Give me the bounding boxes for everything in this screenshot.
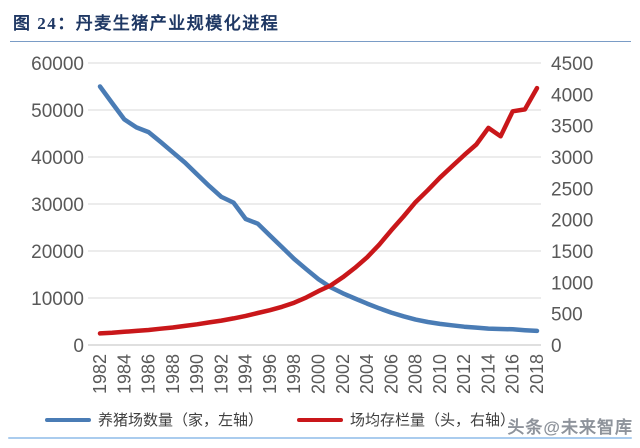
farms-line (97, 84, 540, 334)
svg-text:30000: 30000 (31, 195, 84, 216)
figure-title: 图 24：丹麦生猪产业规模化进程 (13, 14, 280, 33)
svg-text:10000: 10000 (31, 289, 84, 310)
svg-text:1000: 1000 (551, 273, 593, 294)
herd-legend-label: 场均存栏量（头，右轴） (350, 412, 516, 429)
svg-text:1996: 1996 (260, 354, 280, 394)
svg-text:2016: 2016 (503, 354, 523, 394)
watermark: 头条@未来智库 (507, 418, 633, 437)
svg-text:40000: 40000 (31, 148, 84, 169)
svg-text:0: 0 (73, 336, 84, 357)
gridlines (88, 62, 541, 346)
svg-text:2000: 2000 (551, 211, 593, 232)
svg-text:3000: 3000 (551, 148, 593, 169)
svg-text:1994: 1994 (236, 354, 256, 394)
svg-text:4000: 4000 (551, 85, 593, 106)
svg-text:50000: 50000 (31, 101, 84, 122)
chart-legend: 养猪场数量（家，左轴） 场均存栏量（头，右轴） (45, 409, 515, 430)
x-axis-labels: 1982 1984 1986 1988 1990 1992 1994 1996 1998 2000… (90, 354, 547, 394)
svg-text:2008: 2008 (406, 354, 426, 394)
svg-text:2500: 2500 (551, 179, 593, 200)
svg-text:1984: 1984 (114, 354, 134, 394)
svg-text:3500: 3500 (551, 117, 593, 138)
legend-item-herd: 场均存栏量（头，右轴） (297, 409, 515, 430)
right-axis-labels: 0 500 1000 1500 2000 2500 3000 3500 4000 4500 (551, 54, 593, 357)
svg-text:1998: 1998 (284, 354, 304, 394)
svg-text:2004: 2004 (357, 354, 377, 394)
svg-text:1982: 1982 (90, 354, 110, 394)
svg-text:1988: 1988 (163, 354, 183, 394)
herd-line-swatch (297, 417, 344, 422)
svg-text:0: 0 (551, 336, 562, 357)
svg-text:500: 500 (551, 305, 583, 326)
svg-text:2000: 2000 (309, 354, 329, 394)
bottom-divider (8, 437, 632, 439)
svg-text:2002: 2002 (333, 354, 353, 394)
svg-text:20000: 20000 (31, 242, 84, 263)
left-axis-labels: 0 10000 20000 30000 40000 50000 60000 (31, 54, 84, 357)
svg-text:1990: 1990 (187, 354, 207, 394)
svg-text:2006: 2006 (381, 354, 401, 394)
svg-text:2010: 2010 (430, 354, 450, 394)
herd-line (97, 85, 540, 336)
svg-text:60000: 60000 (31, 54, 84, 75)
svg-text:2018: 2018 (527, 354, 547, 394)
title-underline (10, 41, 631, 42)
svg-text:1500: 1500 (551, 242, 593, 263)
farms-legend-label: 养猪场数量（家，左轴） (98, 412, 264, 429)
svg-text:2012: 2012 (454, 354, 474, 394)
svg-text:2014: 2014 (478, 354, 498, 394)
svg-text:1992: 1992 (211, 354, 231, 394)
farms-line-swatch (45, 417, 91, 422)
svg-text:4500: 4500 (551, 54, 593, 75)
svg-text:1986: 1986 (139, 354, 159, 394)
legend-item-farms: 养猪场数量（家，左轴） (45, 409, 263, 430)
